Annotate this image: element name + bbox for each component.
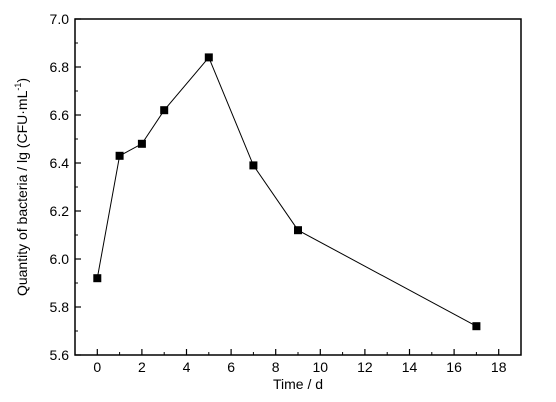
data-point [137,139,146,148]
x-tick-label: 6 [227,359,235,375]
series-line [96,56,477,327]
y-axis-title: Quantity of bacteria / lg (CFU·mL-1) [13,78,30,296]
plot-frame [74,18,522,356]
x-tick-label: 18 [491,359,507,375]
y-tick-label: 6.8 [50,59,70,75]
x-axis-title: Time / d [273,376,323,392]
data-point [160,106,169,115]
x-tick-label: 2 [138,359,146,375]
data-point [472,322,481,331]
data-markers [93,53,481,331]
y-axis-title-main: Quantity of bacteria / lg (CFU·mL [14,90,30,296]
y-tick-label: 6.0 [50,251,70,267]
data-point [115,151,124,160]
data-point [93,274,102,283]
data-point [204,53,213,62]
y-axis-title-close: ) [14,78,30,83]
y-tick-label: 6.4 [50,155,70,171]
data-point [294,226,302,235]
x-tick-label: 8 [272,359,280,375]
x-tick-label: 12 [357,359,373,375]
x-tick-label: 0 [93,359,101,375]
y-tick-label: 7.0 [50,11,70,27]
x-tick-label: 10 [313,359,329,375]
x-tick-label: 16 [446,359,462,375]
y-tick-label: 6.2 [50,203,70,219]
y-tick-label: 5.8 [50,299,70,315]
y-tick-labels: 5.6 5.8 6.0 6.2 6.4 6.6 6.8 7.0 [50,11,70,363]
x-tick-labels: 0 2 4 6 8 10 12 14 16 18 [93,359,506,375]
y-tick-label: 6.6 [50,107,70,123]
data-point [249,161,258,170]
x-tick-label: 4 [183,359,191,375]
axis-ticks [74,18,522,356]
y-tick-label: 5.6 [50,347,70,363]
x-tick-label: 14 [402,359,418,375]
y-axis-title-sup: -1 [13,83,23,91]
